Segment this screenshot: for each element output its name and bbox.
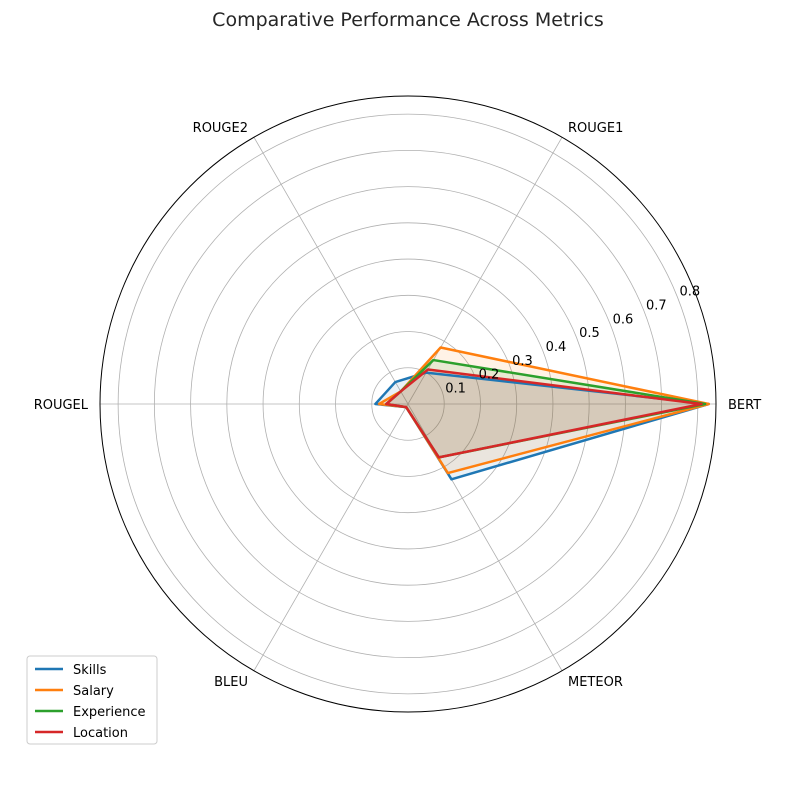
series-line-salary bbox=[377, 346, 710, 475]
legend-box bbox=[26, 655, 158, 745]
r-tick-label: 0.1 bbox=[445, 382, 466, 397]
r-tick-label: 0.4 bbox=[546, 340, 567, 355]
axis-label-meteor: METEOR bbox=[568, 675, 623, 690]
grid-layer bbox=[99, 95, 717, 713]
legend-label-experience: Experience bbox=[73, 705, 146, 720]
legend: Skills Salary Experience Location bbox=[26, 655, 158, 745]
axis-label-rouge1: ROUGE1 bbox=[568, 121, 623, 136]
grid-spoke bbox=[253, 403, 409, 671]
r-tick-label: 0.3 bbox=[512, 354, 533, 369]
r-tick-label: 0.6 bbox=[613, 312, 634, 327]
axis-label-bleu: BLEU bbox=[214, 675, 248, 690]
r-tick-label: 0.7 bbox=[646, 298, 667, 313]
legend-label-skills: Skills bbox=[73, 663, 107, 678]
label-layer: 0.1 0.2 0.3 0.4 0.5 0.6 0.7 0.8 BERT ROUGE1 ROUGE2… bbox=[34, 121, 762, 690]
series-line-location bbox=[385, 368, 703, 459]
series-line-skills bbox=[374, 371, 710, 481]
series-fill-experience bbox=[386, 360, 706, 458]
legend-label-salary: Salary bbox=[73, 684, 114, 699]
polar-frame bbox=[99, 95, 717, 713]
series-fill-location bbox=[386, 369, 702, 458]
legend-label-location: Location bbox=[73, 726, 128, 741]
chart-title: Comparative Performance Across Metrics bbox=[212, 9, 604, 31]
series-layer bbox=[374, 346, 710, 481]
axis-label-rougel: ROUGEL bbox=[34, 398, 89, 413]
grid-spoke bbox=[253, 137, 409, 405]
axis-label-bert: BERT bbox=[728, 398, 761, 413]
r-tick-label: 0.8 bbox=[680, 285, 701, 300]
r-tick-label: 0.2 bbox=[479, 368, 500, 383]
series-fill-salary bbox=[379, 347, 709, 474]
r-tick-label: 0.5 bbox=[579, 326, 600, 341]
axis-label-rouge2: ROUGE2 bbox=[193, 121, 248, 136]
